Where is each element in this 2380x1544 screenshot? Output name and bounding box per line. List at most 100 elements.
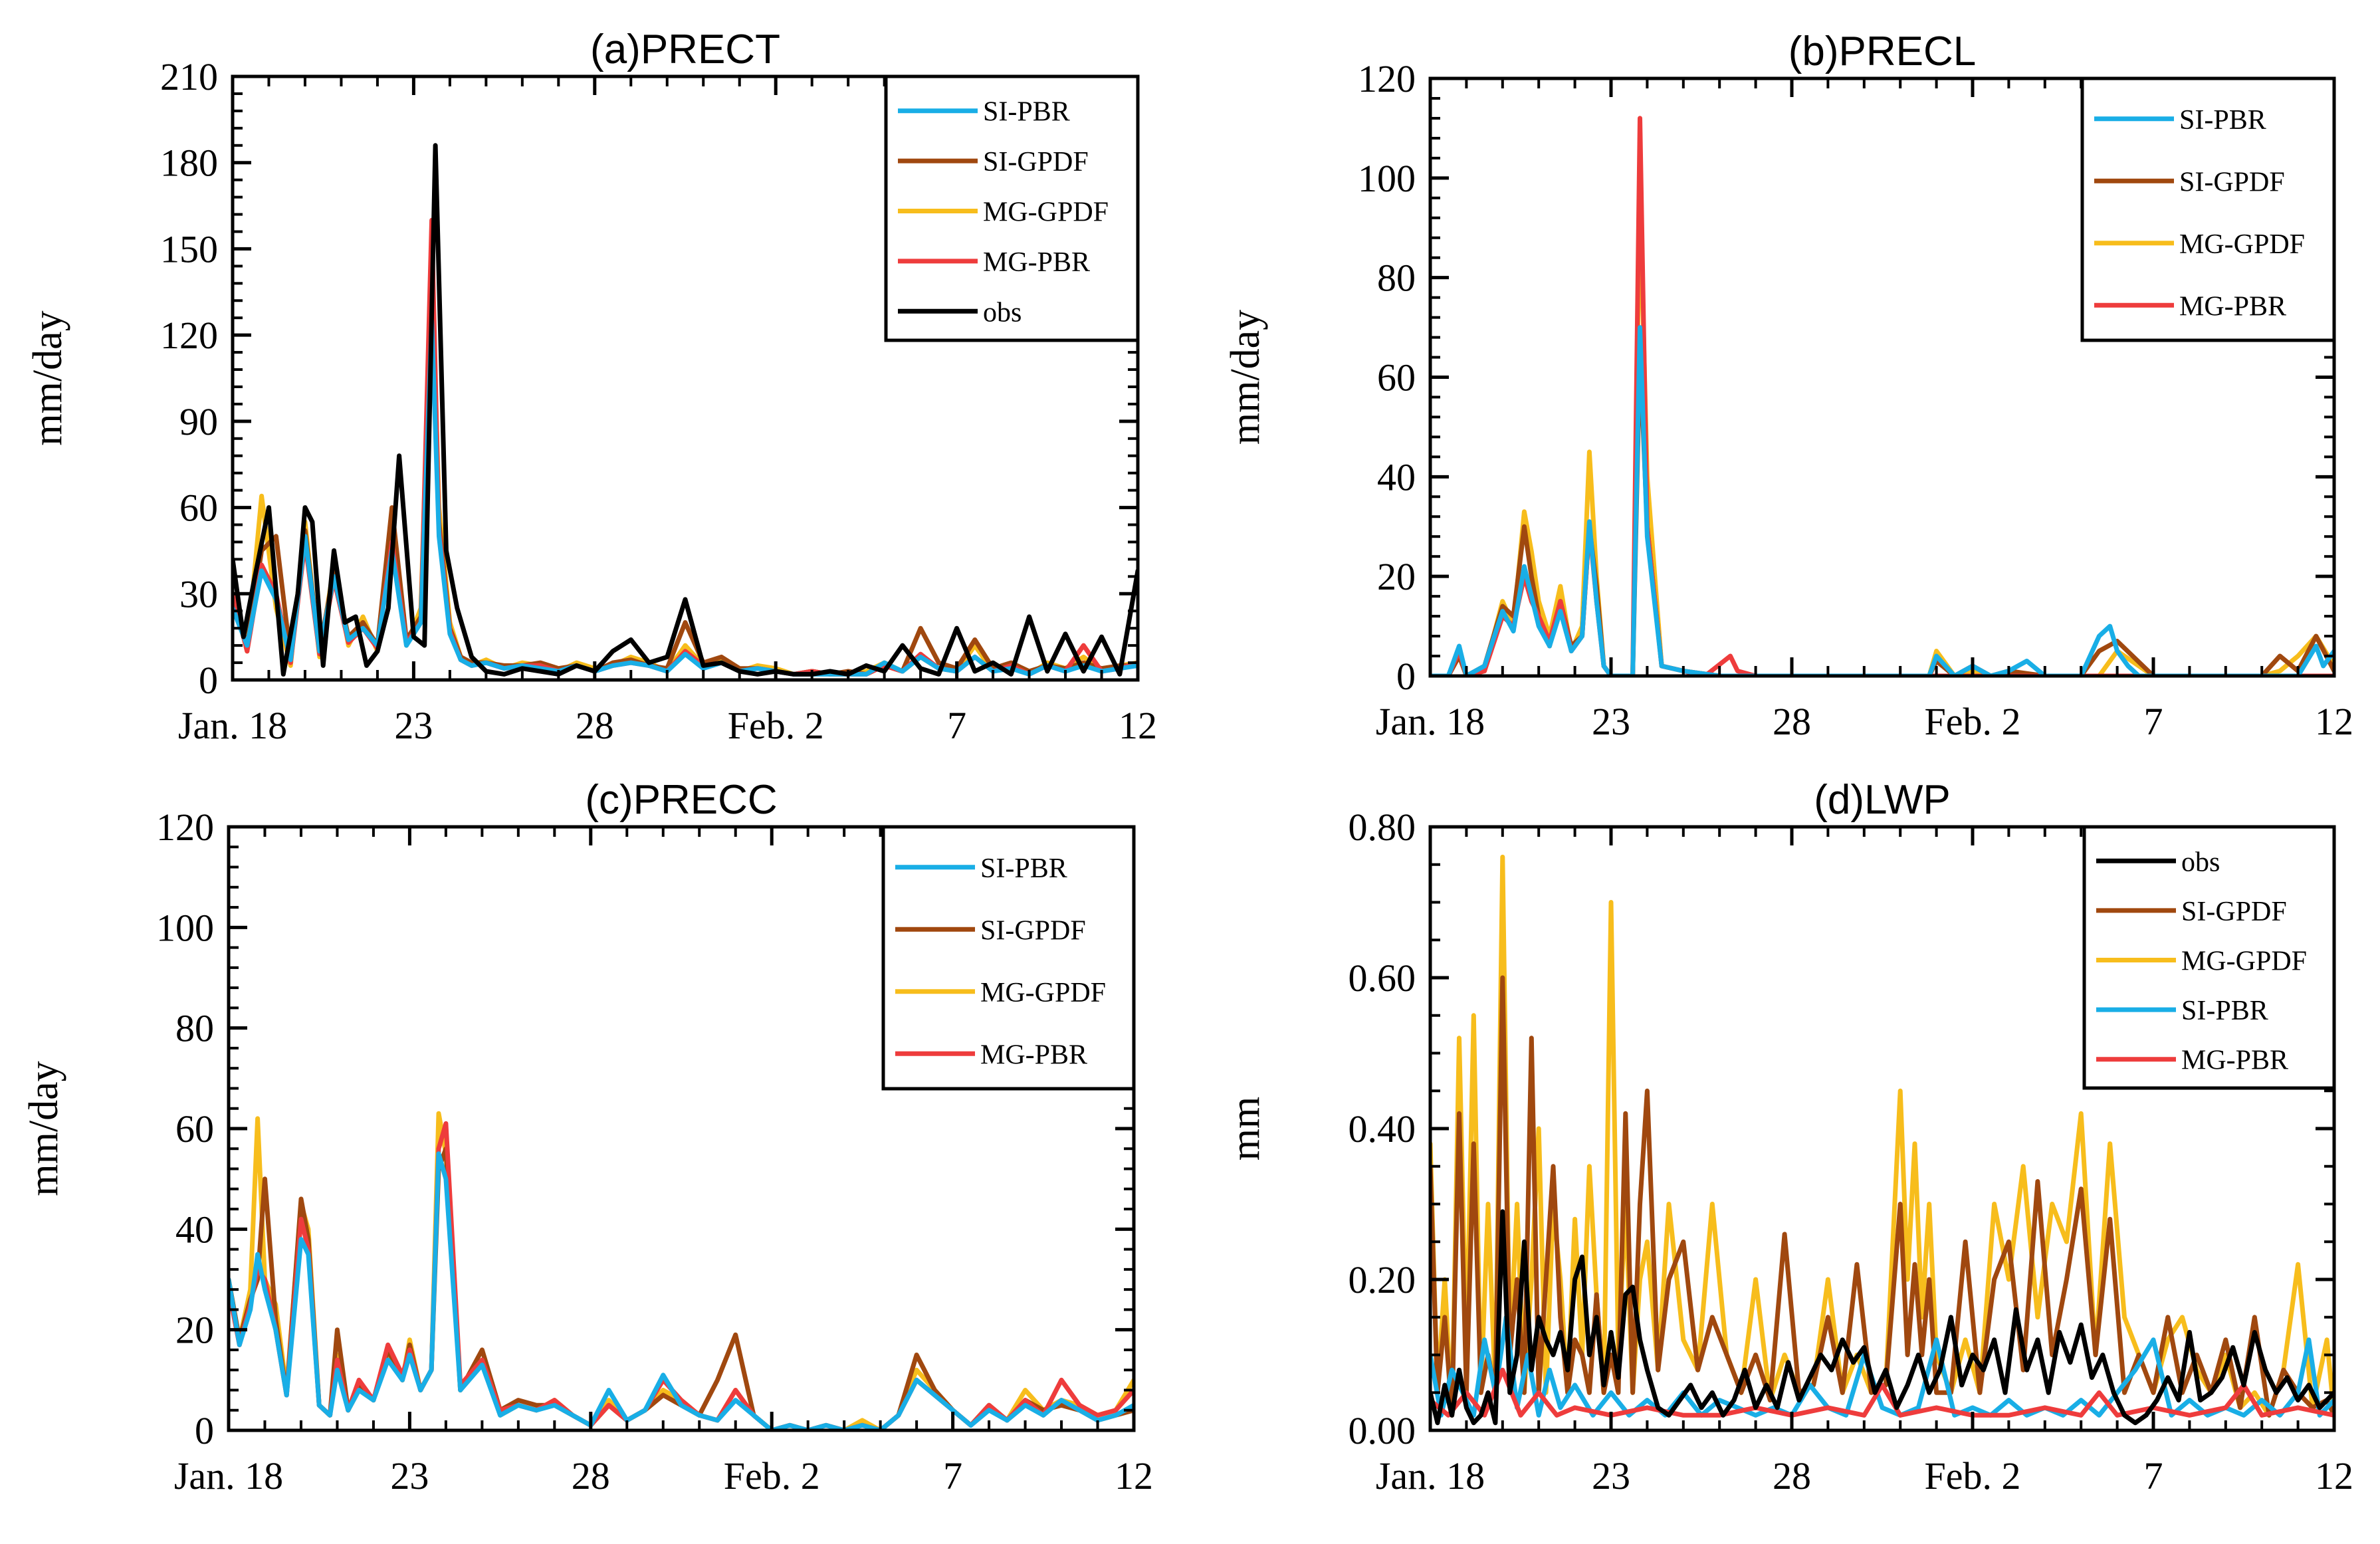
y-tick-label: 100 — [1358, 157, 1416, 200]
legend-box — [881, 825, 1136, 1091]
legend-label: MG-GPDF — [980, 978, 1106, 1008]
x-tick-label: Feb. 2 — [728, 704, 824, 747]
y-tick-label: 60 — [175, 1107, 214, 1151]
series-line-obs — [233, 143, 1138, 677]
legend-label: MG-PBR — [2181, 1046, 2288, 1076]
series-line-mg-gpdf — [1430, 190, 2334, 676]
legend-label: SI-GPDF — [980, 915, 1086, 946]
legend-box — [2082, 825, 2336, 1090]
panel-a-prect: 0 30 60 90 120 150 180 210 Jan. 18 23 28 Feb. 2 7 12 (… — [25, 27, 1157, 747]
y-tick-label: 80 — [175, 1007, 214, 1050]
y-tick-label: 40 — [175, 1208, 214, 1251]
y-tick-label: 0 — [199, 659, 218, 702]
x-tick-label: 7 — [2144, 700, 2163, 743]
x-tick-label: Jan. 18 — [178, 704, 287, 747]
y-tick-label: 120 — [1358, 57, 1416, 100]
x-tick-label: 23 — [390, 1454, 429, 1497]
legend-label: SI-PBR — [2179, 105, 2266, 136]
legend-label: obs — [983, 297, 1022, 328]
x-tick-label: Feb. 2 — [1925, 1454, 2021, 1497]
x-tick-label: 12 — [2315, 1454, 2353, 1497]
legend-label: MG-GPDF — [2179, 229, 2305, 260]
y-tick-label: 90 — [179, 400, 218, 443]
x-tick-label: 28 — [1773, 1454, 1811, 1497]
legend-box — [2080, 76, 2336, 342]
y-tick-label: 210 — [160, 55, 218, 98]
y-tick-label: 150 — [160, 227, 218, 271]
y-axis-title: mm/day — [21, 1061, 66, 1196]
legend-label: SI-GPDF — [2179, 167, 2285, 197]
legend-label: MG-PBR — [2179, 291, 2286, 322]
legend-label: MG-PBR — [983, 247, 1090, 278]
panel-title: (b)PRECL — [1788, 29, 1977, 74]
x-tick-label: 28 — [572, 1454, 610, 1497]
x-tick-label: 7 — [2144, 1454, 2163, 1497]
x-tick-label: Feb. 2 — [724, 1454, 820, 1497]
legend-label: SI-PBR — [980, 853, 1067, 884]
panel-title: (a)PRECT — [590, 27, 780, 72]
y-tick-label: 0.80 — [1349, 806, 1416, 849]
legend-label: SI-GPDF — [2181, 897, 2287, 927]
x-tick-label: 12 — [1119, 704, 1157, 747]
panel-c-precc: 0 20 40 60 80 100 120 Jan. 18 23 28 Feb. 2 7 12 (c)PR… — [21, 777, 1153, 1497]
panel-b-precl: 0 20 40 60 80 100 120 Jan. 18 23 28 Feb. 2 7 12 (b)PR… — [1223, 29, 2353, 743]
series-group — [1430, 854, 2334, 1426]
series-group — [229, 1111, 1134, 1430]
series-line-si-gpdf — [1430, 975, 2334, 1418]
series-line-si-pbr — [1430, 1315, 2334, 1418]
y-tick-label: 120 — [160, 314, 218, 357]
legend-label: MG-PBR — [980, 1040, 1087, 1070]
legend-label: SI-PBR — [2181, 996, 2268, 1026]
y-tick-label: 60 — [179, 487, 218, 530]
y-tick-label: 0.40 — [1349, 1107, 1416, 1151]
y-tick-label: 100 — [156, 906, 214, 949]
x-tick-label: Jan. 18 — [1376, 700, 1485, 743]
series-line-si-pbr — [229, 1151, 1134, 1430]
panel-title: (c)PRECC — [585, 777, 777, 823]
y-tick-label: 20 — [1377, 555, 1416, 598]
y-tick-label: 0 — [1396, 655, 1416, 698]
y-axis-title: mm/day — [25, 310, 70, 445]
x-tick-label: Jan. 18 — [174, 1454, 283, 1497]
y-tick-label: 60 — [1377, 356, 1416, 399]
y-tick-label: 120 — [156, 806, 214, 849]
panel-d-lwp: 0.00 0.20 0.40 0.60 0.80 Jan. 18 23 28 Feb. 2 7 12… — [1223, 777, 2353, 1497]
x-tick-label: 23 — [1592, 1454, 1630, 1497]
series-line-si-pbr — [1430, 325, 2334, 676]
x-tick-label: 23 — [394, 704, 433, 747]
series-line-mg-pbr — [1430, 1367, 2334, 1418]
legend-label: SI-GPDF — [983, 147, 1089, 177]
y-axis-title: mm/day — [1223, 310, 1268, 445]
y-tick-label: 180 — [160, 142, 218, 185]
y-tick-label: 0.20 — [1349, 1258, 1416, 1301]
y-tick-label: 30 — [179, 572, 218, 615]
series-group — [233, 143, 1138, 677]
y-tick-label: 20 — [175, 1309, 214, 1352]
x-tick-label: 23 — [1592, 700, 1630, 743]
panel-title: (d)LWP — [1814, 777, 1951, 823]
series-group — [1430, 116, 2334, 676]
plot-frame — [231, 74, 1140, 682]
x-tick-label: 28 — [576, 704, 614, 747]
legend-label: obs — [2181, 847, 2220, 877]
series-line-obs — [1430, 1209, 2334, 1426]
y-tick-label: 0.00 — [1349, 1409, 1416, 1452]
y-tick-label: 80 — [1377, 257, 1416, 300]
x-tick-label: 12 — [1115, 1454, 1153, 1497]
x-tick-label: 7 — [947, 704, 966, 747]
x-tick-label: Feb. 2 — [1925, 700, 2021, 743]
x-tick-label: Jan. 18 — [1376, 1454, 1485, 1497]
y-tick-label: 40 — [1377, 455, 1416, 498]
x-tick-label: 28 — [1773, 700, 1811, 743]
legend-box — [884, 74, 1140, 342]
legend-label: MG-GPDF — [2181, 946, 2307, 977]
legend-label: SI-PBR — [983, 97, 1070, 128]
y-tick-label: 0 — [195, 1409, 214, 1452]
x-tick-label: 7 — [943, 1454, 962, 1497]
x-tick-label: 12 — [2315, 700, 2353, 743]
legend-label: MG-GPDF — [983, 197, 1109, 228]
y-axis-title: mm — [1223, 1097, 1268, 1160]
y-tick-label: 0.60 — [1349, 956, 1416, 1000]
